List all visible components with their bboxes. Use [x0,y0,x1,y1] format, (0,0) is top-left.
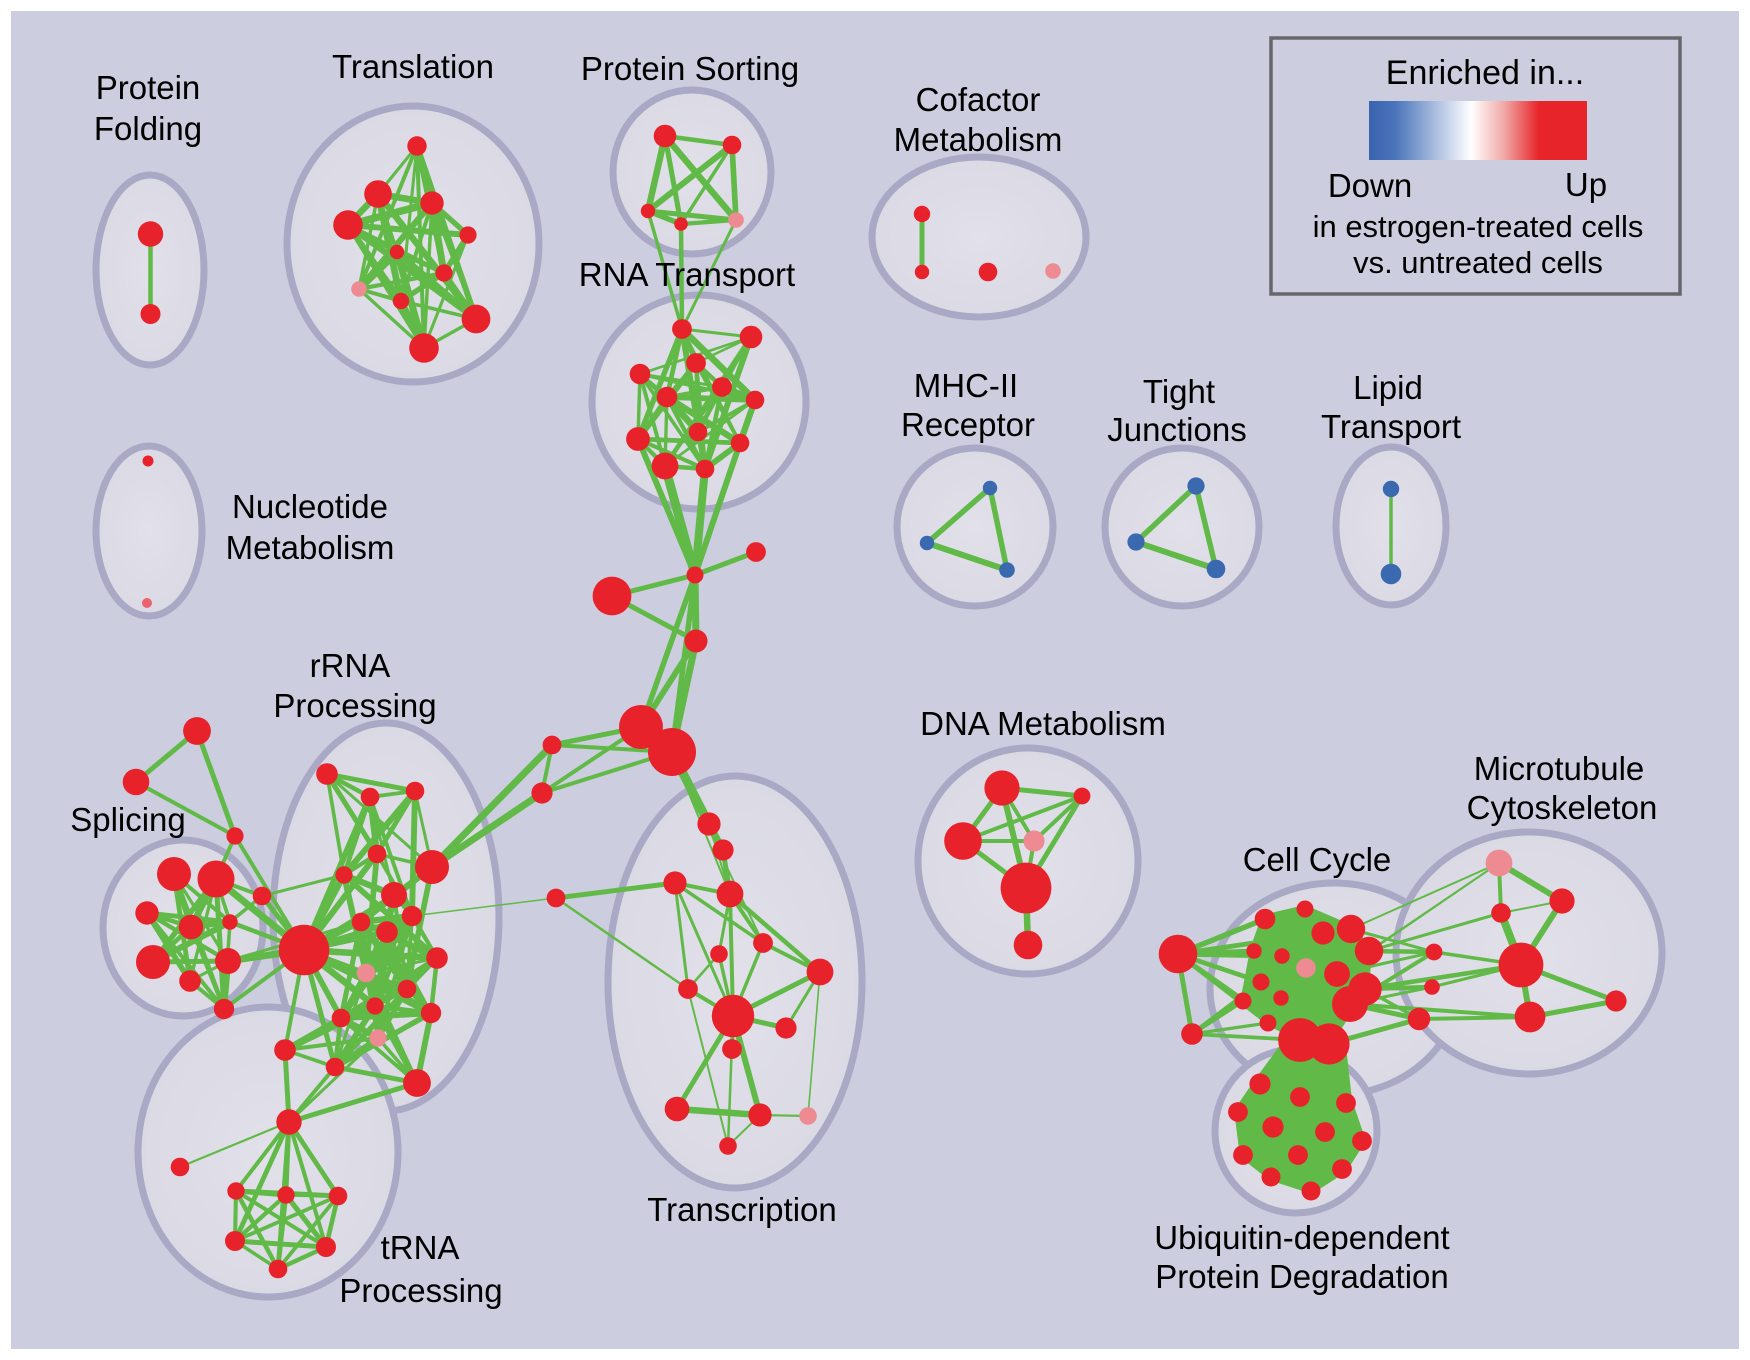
svg-text:vs. untreated cells: vs. untreated cells [1353,245,1603,280]
svg-text:rRNA: rRNA [310,647,391,684]
svg-text:Enriched in...: Enriched in... [1386,54,1584,92]
svg-text:tRNA: tRNA [381,1229,460,1266]
svg-text:Metabolism: Metabolism [226,529,395,566]
svg-text:Protein Sorting: Protein Sorting [581,50,799,87]
svg-text:DNA Metabolism: DNA Metabolism [920,705,1166,742]
svg-text:Folding: Folding [94,110,202,147]
svg-text:Processing: Processing [339,1272,502,1309]
svg-text:Transport: Transport [1321,408,1461,445]
svg-text:Cell Cycle: Cell Cycle [1243,841,1392,878]
svg-text:Microtubule: Microtubule [1474,750,1645,787]
svg-text:Cofactor: Cofactor [916,81,1041,118]
svg-text:Cytoskeleton: Cytoskeleton [1467,789,1658,826]
svg-text:Metabolism: Metabolism [894,121,1063,158]
svg-text:Ubiquitin-dependent: Ubiquitin-dependent [1154,1219,1449,1256]
svg-text:Processing: Processing [273,687,436,724]
svg-text:Junctions: Junctions [1107,411,1246,448]
svg-text:Transcription: Transcription [647,1191,837,1228]
svg-text:Down: Down [1328,167,1412,204]
svg-text:Protein Degradation: Protein Degradation [1155,1258,1449,1295]
svg-text:Tight: Tight [1143,373,1215,410]
svg-text:Lipid: Lipid [1353,369,1423,406]
svg-text:RNA Transport: RNA Transport [579,256,795,293]
svg-text:in estrogen-treated cells: in estrogen-treated cells [1313,209,1644,244]
svg-text:Nucleotide: Nucleotide [232,488,388,525]
svg-text:Receptor: Receptor [901,406,1035,443]
svg-text:Protein: Protein [96,69,201,106]
svg-text:MHC-II: MHC-II [914,367,1018,404]
svg-text:Translation: Translation [332,48,494,85]
svg-text:Up: Up [1565,166,1607,203]
svg-text:Splicing: Splicing [70,801,186,838]
